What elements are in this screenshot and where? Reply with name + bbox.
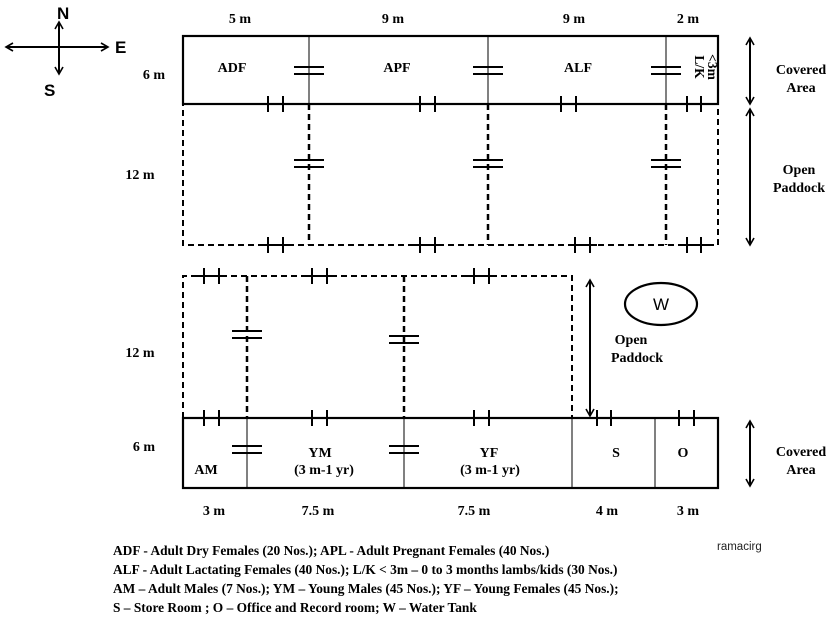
pen-label-office: O (678, 446, 689, 461)
paddock-gates-top (294, 159, 681, 168)
compass-north-label: N (57, 4, 69, 23)
paddock-top-gates-bottom (197, 268, 496, 284)
water-tank: W (623, 281, 699, 327)
pen-label-ym-age: (3 m-1 yr) (294, 463, 354, 478)
compass: N S E (4, 4, 126, 100)
water-tank-outline (623, 281, 699, 327)
pen-label-am: AM (194, 463, 217, 478)
width-label-store: 4 m (596, 504, 619, 519)
gate-adf-apf (294, 66, 324, 75)
legend-line: ALF - Adult Lactating Females (40 Nos.);… (113, 562, 618, 577)
side-label-open-top: Open (783, 163, 816, 178)
compass-south-label: S (44, 81, 55, 100)
pen-label-lk: L/K (692, 55, 707, 79)
width-label-am: 3 m (203, 504, 226, 519)
width-label-lk: 2 m (677, 12, 700, 27)
extent-arrows (585, 36, 755, 488)
covered-gates-bottom (232, 445, 419, 454)
pen-label-yf: YF (480, 446, 499, 461)
bottom-covered-outline (181, 416, 720, 490)
depth-label-bottom-covered: 6 m (133, 440, 156, 455)
pen-label-store: S (612, 446, 620, 461)
pen-label-yf-age: (3 m-1 yr) (460, 463, 520, 478)
side-label-open-top-2: Paddock (773, 181, 825, 196)
side-label-covered-top: Covered (776, 63, 826, 78)
depth-label-top-covered: 6 m (143, 68, 166, 83)
top-open-paddock (182, 103, 719, 253)
top-paddock-outline (182, 103, 719, 246)
legend-line: S – Store Room ; O – Office and Record r… (113, 600, 477, 615)
width-label-apf: 9 m (382, 12, 405, 27)
boundary-gates-bottom (197, 410, 701, 426)
width-label-alf: 9 m (563, 12, 586, 27)
top-covered-area: ADF APF ALF L/K <3m (181, 34, 720, 106)
water-tank-label: W (653, 295, 669, 314)
legend-line: ADF - Adult Dry Females (20 Nos.); APL -… (113, 543, 550, 558)
side-label-covered-top-2: Area (786, 81, 815, 96)
depth-label-top-paddock: 12 m (125, 168, 155, 183)
side-label-covered-bottom-2: Area (786, 463, 815, 478)
side-label-open-bottom-2: Paddock (611, 351, 663, 366)
pen-label-alf: ALF (564, 61, 592, 76)
legend: ADF - Adult Dry Females (20 Nos.); APL -… (113, 541, 803, 617)
width-label-office: 3 m (677, 504, 700, 519)
width-label-ym: 7.5 m (302, 504, 335, 519)
paddock-gates-bottom (232, 330, 419, 344)
side-label-open-bottom: Open (615, 333, 648, 348)
pen-label-ym: YM (308, 446, 331, 461)
width-label-yf: 7.5 m (458, 504, 491, 519)
pen-label-apf: APF (383, 61, 410, 76)
top-covered-outline (181, 34, 720, 106)
width-label-adf: 5 m (229, 12, 252, 27)
compass-east-label: E (115, 38, 126, 57)
bottom-paddock-outline (182, 275, 573, 418)
gate-alf-lk (651, 66, 681, 75)
gate-apf-alf (473, 66, 503, 75)
image-credit: ramacirg (717, 541, 762, 553)
legend-line: AM – Adult Males (7 Nos.); YM – Young Ma… (113, 581, 619, 596)
paddock-bottom-gates-top (262, 237, 708, 253)
pen-label-lk-age: <3m (705, 54, 720, 80)
pen-label-adf: ADF (218, 61, 247, 76)
side-label-covered-bottom: Covered (776, 445, 826, 460)
bottom-open-paddock (182, 268, 573, 418)
depth-label-bottom-paddock: 12 m (125, 346, 155, 361)
bottom-covered-area: AM YM (3 m-1 yr) YF (3 m-1 yr) S O (181, 410, 720, 490)
